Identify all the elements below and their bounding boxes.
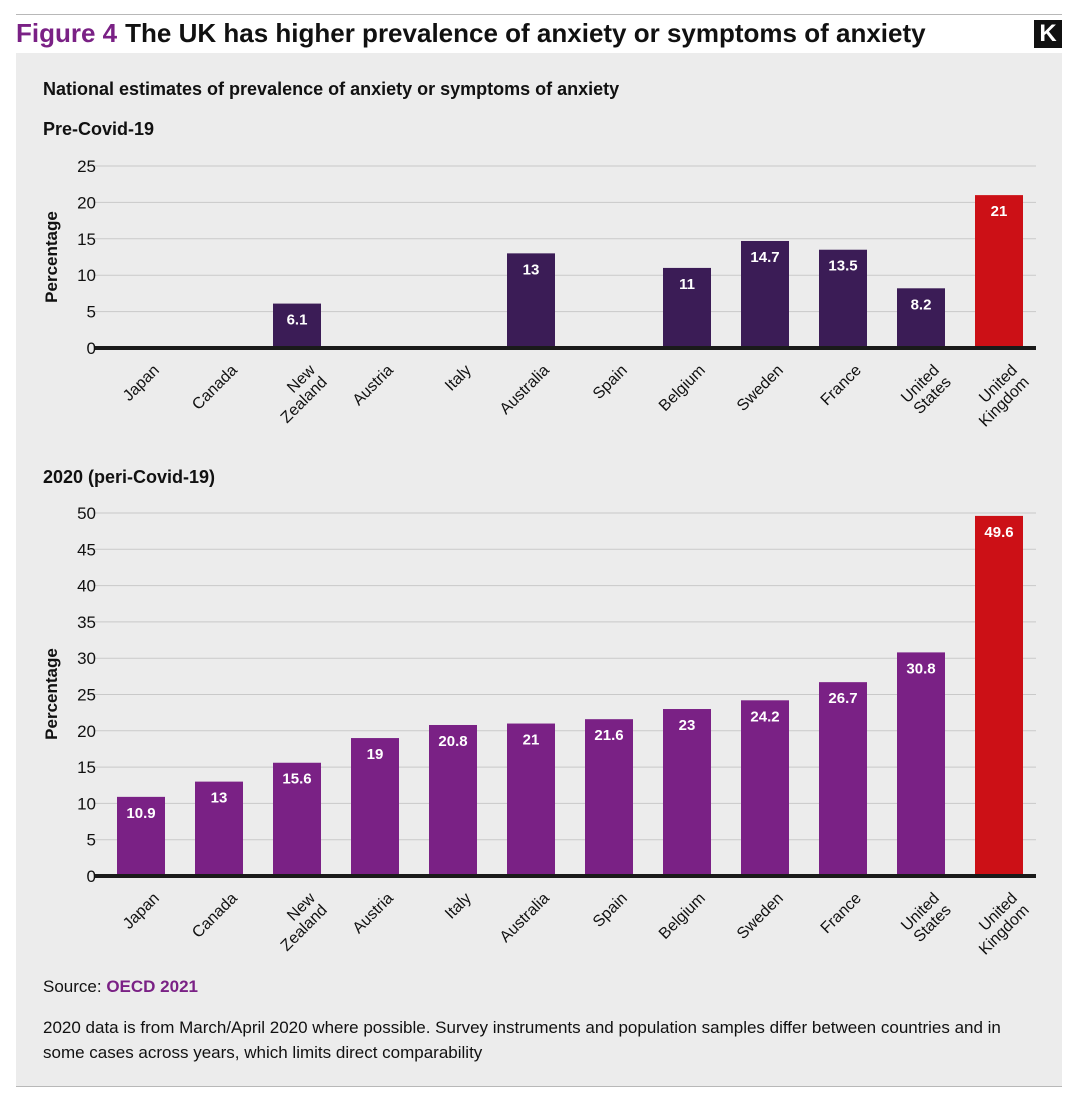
category-label: Japan [120, 890, 163, 933]
category-label: UnitedStates [898, 890, 955, 947]
category-label: Austria [350, 890, 397, 937]
bar [663, 709, 711, 876]
data-label: 21 [523, 732, 540, 749]
data-label: 19 [367, 746, 384, 763]
bar [585, 719, 633, 876]
source-label: Source: [43, 977, 102, 996]
bar [897, 652, 945, 876]
footnote: 2020 data is from March/April 2020 where… [43, 1018, 1001, 1062]
data-label: 20.8 [438, 733, 467, 750]
y-tick-label: 15 [77, 758, 96, 777]
data-label: 23 [679, 717, 696, 734]
data-label: 21.6 [594, 727, 623, 744]
category-label: Australia [497, 890, 553, 946]
category-label: France [818, 890, 865, 937]
y-tick-label: 5 [87, 831, 96, 850]
data-label: 13 [523, 261, 540, 278]
y-tick-label: 10 [77, 794, 96, 813]
bar [273, 762, 321, 876]
figure-header: Figure 4 The UK has higher prevalence of… [16, 14, 1062, 52]
y-tick-label: 25 [77, 157, 96, 176]
y-tick-label: 15 [77, 230, 96, 249]
data-label: 11 [679, 276, 695, 293]
bottom-rule [16, 1086, 1062, 1087]
source-link[interactable]: OECD 2021 [106, 977, 198, 996]
data-label: 14.7 [750, 249, 779, 266]
figure-label: Figure 4 [16, 17, 118, 48]
y-axis-label: Percentage [42, 648, 61, 740]
bar [819, 682, 867, 876]
bar [975, 515, 1023, 876]
top-rule [16, 14, 1062, 15]
source-line: Source: OECD 2021 [43, 977, 198, 997]
bar [741, 240, 789, 348]
chart-panel [16, 53, 1062, 1087]
category-label: Sweden [734, 890, 787, 943]
data-label: 15.6 [282, 771, 311, 788]
y-tick-label: 10 [77, 266, 96, 285]
bar [507, 723, 555, 876]
bar [663, 267, 711, 348]
bar [975, 195, 1023, 348]
category-label: NewZealand [266, 890, 331, 955]
y-tick-label: 0 [87, 339, 96, 358]
bar [195, 781, 243, 876]
data-label: 6.1 [287, 312, 308, 329]
data-label: 13.5 [828, 258, 857, 275]
bar [741, 700, 789, 876]
data-label: 24.2 [750, 708, 779, 725]
category-label: Italy [442, 890, 475, 923]
bar [273, 303, 321, 348]
chart-subtitle: National estimates of prevalence of anxi… [43, 79, 620, 99]
bar [507, 253, 555, 348]
category-label: UnitedKingdom [964, 890, 1033, 959]
y-tick-label: 30 [77, 649, 96, 668]
category-label: Canada [189, 890, 241, 942]
peri-covid-title: 2020 (peri-Covid-19) [43, 467, 216, 487]
bar [429, 724, 477, 876]
data-label: 13 [211, 790, 228, 807]
y-tick-label: 35 [77, 613, 96, 632]
y-tick-label: 50 [77, 504, 96, 523]
bar [819, 249, 867, 348]
brand-logo: K [1034, 20, 1062, 48]
data-label: 8.2 [911, 296, 932, 313]
data-label: 10.9 [126, 805, 155, 822]
bar [351, 738, 399, 876]
category-label: Belgium [656, 890, 709, 943]
data-label: 26.7 [828, 690, 857, 707]
data-label: 30.8 [906, 660, 935, 677]
figure-title: The UK has higher prevalence of anxiety … [125, 17, 926, 48]
pre-covid-title: Pre-Covid-19 [43, 119, 155, 139]
y-tick-label: 45 [77, 540, 96, 559]
bar [117, 796, 165, 876]
y-tick-label: 25 [77, 686, 96, 705]
bar [897, 288, 945, 348]
y-tick-label: 20 [77, 193, 96, 212]
category-label: Spain [590, 890, 631, 931]
y-tick-label: 5 [87, 303, 96, 322]
data-label: 49.6 [984, 524, 1013, 541]
y-axis-label: Percentage [42, 211, 61, 303]
y-tick-label: 20 [77, 722, 96, 741]
y-tick-label: 40 [77, 577, 96, 596]
y-tick-label: 0 [87, 867, 96, 886]
data-label: 21 [991, 203, 1008, 220]
